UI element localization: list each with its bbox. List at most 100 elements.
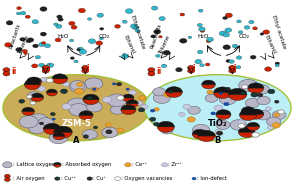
Circle shape <box>197 50 203 54</box>
Circle shape <box>199 27 205 31</box>
Wedge shape <box>43 129 61 134</box>
Circle shape <box>40 7 47 11</box>
Circle shape <box>102 97 112 103</box>
Text: : Zr⁴⁺: : Zr⁴⁺ <box>168 162 183 167</box>
Circle shape <box>57 15 62 19</box>
Text: CO₂: CO₂ <box>238 34 250 39</box>
Wedge shape <box>122 94 134 98</box>
Wedge shape <box>240 115 257 121</box>
Circle shape <box>180 13 185 16</box>
Circle shape <box>218 112 227 117</box>
Circle shape <box>232 44 238 48</box>
Wedge shape <box>157 121 174 127</box>
Wedge shape <box>121 110 136 115</box>
Circle shape <box>253 27 258 30</box>
Wedge shape <box>52 79 68 84</box>
Circle shape <box>16 12 21 15</box>
Circle shape <box>121 54 129 59</box>
Circle shape <box>83 130 98 139</box>
Text: : Air oxygen: : Air oxygen <box>13 176 44 181</box>
Wedge shape <box>216 110 231 115</box>
Circle shape <box>163 92 172 97</box>
Wedge shape <box>248 83 264 88</box>
Circle shape <box>39 122 44 125</box>
Circle shape <box>245 98 260 108</box>
Wedge shape <box>52 74 68 79</box>
Circle shape <box>27 92 41 100</box>
Circle shape <box>29 123 46 134</box>
Wedge shape <box>202 80 216 84</box>
Circle shape <box>200 64 204 67</box>
Circle shape <box>206 40 211 43</box>
Circle shape <box>97 13 103 17</box>
Circle shape <box>138 108 145 112</box>
Circle shape <box>33 44 39 48</box>
Text: : Ce⁴⁺: : Ce⁴⁺ <box>132 162 147 167</box>
Text: Ethanol: Ethanol <box>123 35 136 55</box>
Circle shape <box>258 93 263 97</box>
Circle shape <box>69 39 74 42</box>
Circle shape <box>188 65 195 70</box>
Circle shape <box>128 90 136 95</box>
Circle shape <box>112 83 116 85</box>
Circle shape <box>5 43 12 47</box>
Circle shape <box>86 94 93 98</box>
Wedge shape <box>43 123 61 129</box>
Wedge shape <box>46 93 57 96</box>
Ellipse shape <box>144 75 291 141</box>
Circle shape <box>55 177 60 180</box>
Circle shape <box>151 6 158 10</box>
Circle shape <box>116 83 122 86</box>
Circle shape <box>237 20 241 23</box>
Circle shape <box>250 55 256 59</box>
Circle shape <box>3 68 10 72</box>
Circle shape <box>44 44 51 48</box>
Text: ZSM-5: ZSM-5 <box>61 119 91 128</box>
Circle shape <box>77 49 81 51</box>
Wedge shape <box>198 136 215 142</box>
Wedge shape <box>202 84 216 89</box>
Circle shape <box>46 78 53 83</box>
Circle shape <box>198 9 203 12</box>
Circle shape <box>102 127 118 138</box>
Wedge shape <box>247 122 260 126</box>
Wedge shape <box>238 132 255 137</box>
Circle shape <box>207 90 213 94</box>
Circle shape <box>214 105 223 111</box>
Circle shape <box>32 20 39 24</box>
Wedge shape <box>53 136 65 140</box>
Circle shape <box>75 88 84 94</box>
Text: : Cu⁺: : Cu⁺ <box>93 176 106 181</box>
Circle shape <box>239 79 258 92</box>
Circle shape <box>82 65 89 70</box>
Circle shape <box>219 94 236 105</box>
Wedge shape <box>54 126 72 132</box>
Circle shape <box>87 177 92 180</box>
Text: CO₂: CO₂ <box>99 34 110 39</box>
Circle shape <box>229 65 236 70</box>
Wedge shape <box>53 132 65 136</box>
Circle shape <box>4 174 10 178</box>
Text: i: i <box>193 64 195 73</box>
Wedge shape <box>24 84 40 90</box>
Circle shape <box>141 104 148 109</box>
Circle shape <box>67 98 87 111</box>
Wedge shape <box>228 94 247 100</box>
Circle shape <box>188 106 200 114</box>
Wedge shape <box>248 109 264 114</box>
Text: Toluene: Toluene <box>158 34 171 55</box>
Circle shape <box>69 104 88 116</box>
Circle shape <box>216 131 223 135</box>
Circle shape <box>110 105 125 114</box>
Circle shape <box>195 59 202 64</box>
Circle shape <box>38 118 54 128</box>
Circle shape <box>251 92 258 97</box>
Circle shape <box>226 60 230 63</box>
Circle shape <box>87 18 92 20</box>
Circle shape <box>252 132 259 137</box>
Circle shape <box>255 85 270 94</box>
Circle shape <box>29 114 48 126</box>
Circle shape <box>159 36 162 38</box>
Circle shape <box>39 63 44 67</box>
Circle shape <box>41 42 46 44</box>
